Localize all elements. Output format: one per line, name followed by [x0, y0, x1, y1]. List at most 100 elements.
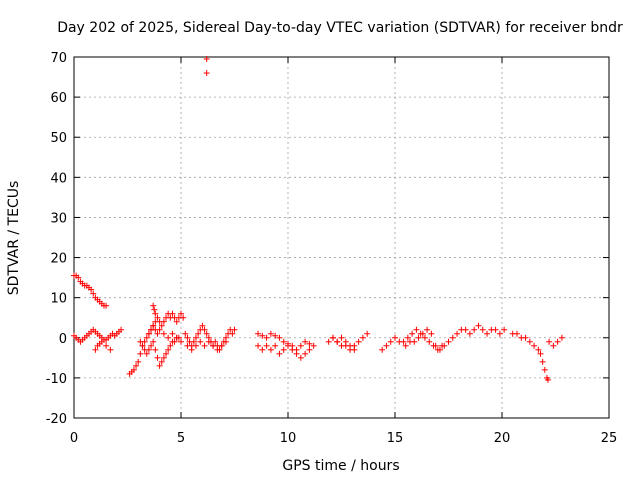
- y-tick-label: -20: [46, 412, 67, 427]
- data-point: [158, 322, 165, 329]
- data-point: [143, 334, 150, 341]
- data-point: [267, 330, 274, 337]
- data-point: [154, 314, 161, 321]
- data-point: [293, 350, 300, 357]
- data-point: [306, 346, 313, 353]
- data-point: [263, 334, 270, 341]
- data-point: [160, 318, 167, 325]
- data-point: [413, 326, 420, 333]
- data-point: [103, 302, 110, 309]
- data-point: [392, 334, 398, 341]
- data-point: [255, 330, 262, 337]
- data-point: [541, 366, 548, 373]
- data-point: [178, 310, 184, 317]
- data-point: [462, 326, 469, 333]
- data-point: [400, 338, 407, 345]
- data-point: [259, 332, 266, 339]
- data-point: [364, 330, 371, 337]
- data-point: [383, 342, 390, 349]
- data-point: [151, 306, 158, 313]
- data-point: [475, 322, 482, 329]
- data-point: [203, 56, 210, 63]
- data-point: [419, 330, 426, 337]
- data-point: [267, 346, 274, 353]
- data-point: [428, 330, 435, 337]
- data-point: [135, 358, 142, 365]
- data-point: [424, 326, 431, 333]
- y-tick-label: 60: [50, 91, 67, 106]
- data-point: [421, 334, 428, 341]
- y-tick-label: 40: [50, 171, 67, 186]
- data-point: [130, 366, 137, 373]
- data-point: [454, 330, 461, 337]
- grid: [74, 57, 609, 418]
- data-point: [329, 334, 336, 341]
- data-point: [154, 330, 161, 337]
- data-point: [310, 342, 317, 349]
- data-point: [554, 338, 561, 345]
- data-point: [402, 342, 409, 349]
- data-point: [297, 342, 304, 349]
- data-point: [163, 350, 170, 357]
- data-point: [342, 342, 349, 349]
- data-point: [214, 346, 221, 353]
- data-point: [212, 338, 219, 345]
- x-axis-label: GPS time / hours: [282, 458, 399, 474]
- data-point: [75, 274, 82, 281]
- x-tick-label: 10: [280, 431, 297, 446]
- data-point: [558, 334, 565, 341]
- data-point: [165, 346, 172, 353]
- data-point: [167, 342, 174, 349]
- data-point: [415, 334, 422, 341]
- data-point: [145, 330, 152, 337]
- data-point: [276, 334, 283, 341]
- data-point: [184, 342, 191, 349]
- data-point: [347, 346, 354, 353]
- data-point: [184, 334, 191, 341]
- data-point: [192, 334, 199, 341]
- data-point: [160, 354, 167, 361]
- data-point: [539, 358, 546, 365]
- y-tick-label: 10: [50, 292, 67, 307]
- y-tick-label: 70: [50, 51, 67, 66]
- data-point: [145, 346, 152, 353]
- data-point: [466, 330, 473, 337]
- data-point: [479, 326, 486, 333]
- data-point: [531, 342, 538, 349]
- y-tick-label: 50: [50, 131, 67, 146]
- data-point: [302, 350, 309, 357]
- data-point: [272, 342, 279, 349]
- data-point: [148, 342, 155, 349]
- data-point: [409, 330, 416, 337]
- data-point: [192, 342, 199, 349]
- data-point: [306, 340, 313, 347]
- data-point: [152, 310, 159, 317]
- chart-title: Day 202 of 2025, Sidereal Day-to-day VTE…: [57, 20, 623, 36]
- data-point: [496, 330, 503, 337]
- y-tick-label: 30: [50, 211, 67, 226]
- data-point: [359, 334, 366, 341]
- data-point: [222, 338, 229, 345]
- data-point: [255, 342, 262, 349]
- data-point: [546, 338, 553, 345]
- data-point: [272, 332, 279, 339]
- data-point: [158, 358, 165, 365]
- data-point: [107, 346, 114, 353]
- data-point: [133, 362, 140, 369]
- data-point: [351, 342, 358, 349]
- data-point: [471, 326, 478, 333]
- y-tick-label: -10: [46, 372, 67, 387]
- data-point: [263, 342, 270, 349]
- data-point: [259, 346, 266, 353]
- x-tick-label: 25: [601, 431, 618, 446]
- data-point: [195, 330, 202, 337]
- data-point: [432, 342, 439, 349]
- data-point: [190, 338, 197, 345]
- data-point: [379, 346, 386, 353]
- data-point: [103, 342, 110, 349]
- data-point: [522, 334, 529, 341]
- data-point: [156, 362, 163, 369]
- y-tick-label: 0: [59, 332, 67, 347]
- data-point: [169, 310, 176, 317]
- data-point: [188, 346, 195, 353]
